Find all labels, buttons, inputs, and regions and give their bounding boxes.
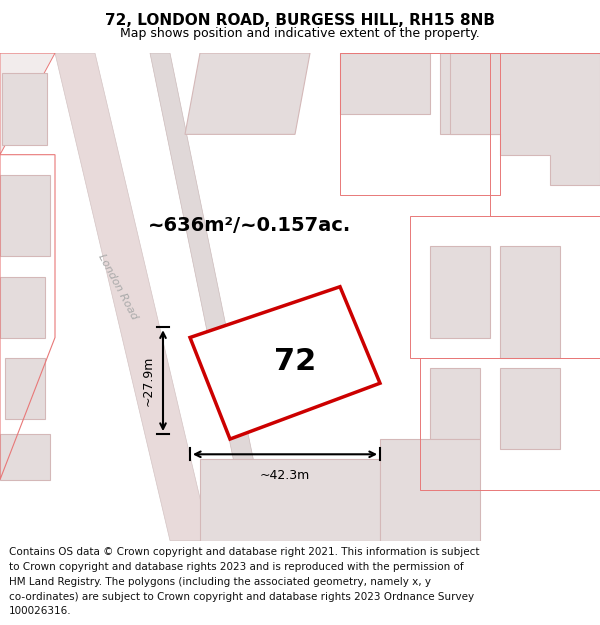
Polygon shape [185, 53, 310, 134]
Bar [340, 53, 500, 195]
Text: ~27.9m: ~27.9m [142, 356, 155, 406]
Bar [200, 459, 380, 541]
Polygon shape [0, 53, 55, 154]
Bar [500, 368, 560, 449]
Bar [2, 73, 47, 144]
Text: London Road: London Road [97, 253, 140, 321]
Bar [5, 357, 45, 419]
Bar [490, 53, 600, 216]
Bar [380, 439, 480, 541]
Text: Contains OS data © Crown copyright and database right 2021. This information is : Contains OS data © Crown copyright and d… [9, 548, 479, 558]
Text: ~636m²/~0.157ac.: ~636m²/~0.157ac. [148, 216, 352, 235]
Bar [430, 246, 490, 338]
Bar [0, 276, 45, 338]
Text: Map shows position and indicative extent of the property.: Map shows position and indicative extent… [120, 27, 480, 40]
Bar [520, 53, 600, 124]
Bar [440, 53, 520, 134]
Bar [0, 175, 50, 256]
Bar [340, 53, 430, 114]
Text: 100026316.: 100026316. [9, 606, 71, 616]
Polygon shape [190, 287, 380, 439]
Polygon shape [55, 53, 210, 541]
Bar [500, 246, 560, 357]
Text: ~42.3m: ~42.3m [260, 469, 310, 481]
Polygon shape [450, 53, 600, 185]
Text: to Crown copyright and database rights 2023 and is reproduced with the permissio: to Crown copyright and database rights 2… [9, 562, 464, 572]
Text: HM Land Registry. The polygons (including the associated geometry, namely x, y: HM Land Registry. The polygons (includin… [9, 577, 431, 587]
Bar [430, 368, 480, 439]
Text: 72: 72 [274, 347, 316, 376]
Polygon shape [150, 53, 270, 541]
Text: co-ordinates) are subject to Crown copyright and database rights 2023 Ordnance S: co-ordinates) are subject to Crown copyr… [9, 592, 474, 602]
Bar [0, 434, 50, 480]
Text: 72, LONDON ROAD, BURGESS HILL, RH15 8NB: 72, LONDON ROAD, BURGESS HILL, RH15 8NB [105, 13, 495, 28]
